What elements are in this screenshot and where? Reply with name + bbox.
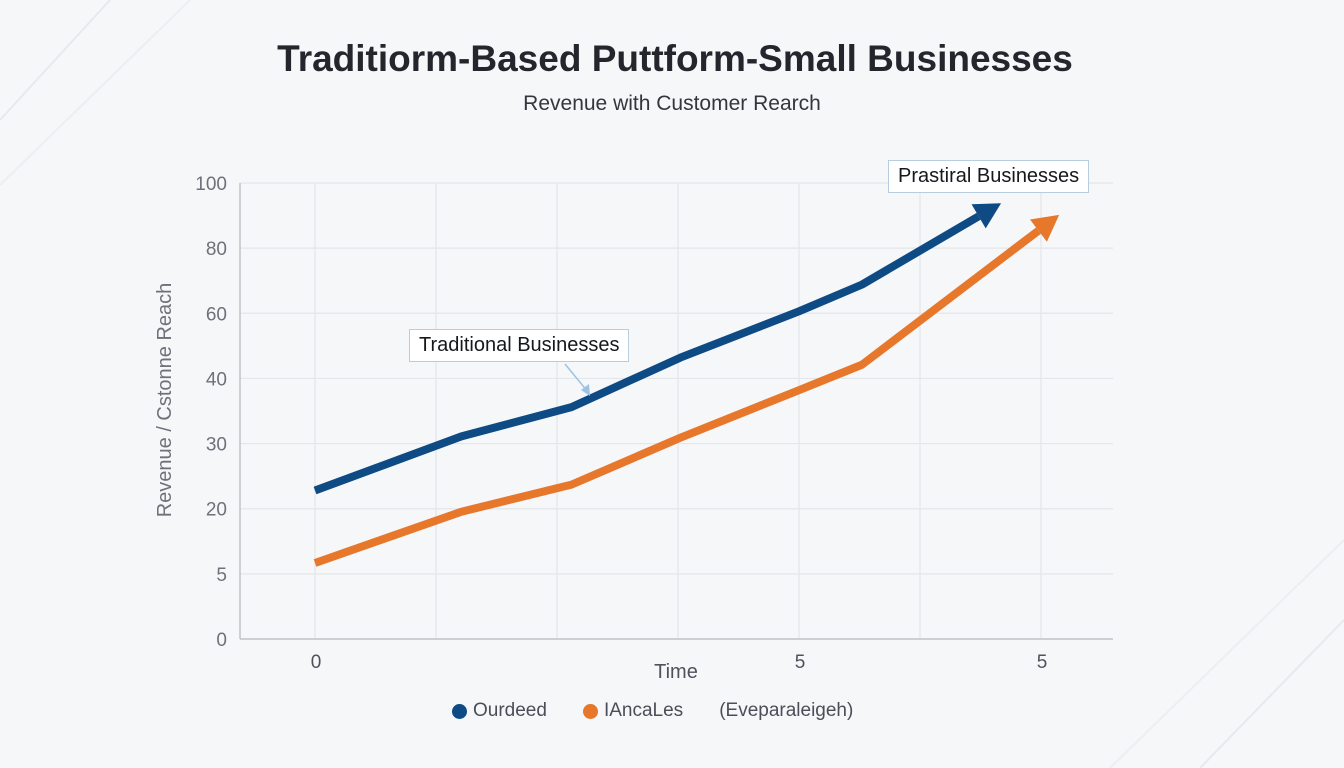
y-axis-label: Revenue / Cstonne Reach <box>154 283 176 518</box>
y-tick-label: 100 <box>195 174 227 195</box>
legend-item: (Eveparaleigeh) <box>719 700 853 722</box>
legend-dot-blue <box>452 703 467 719</box>
y-tick-label: 20 <box>206 500 227 521</box>
x-tick-label: 5 <box>1037 652 1048 673</box>
y-tick-label: 80 <box>206 239 227 260</box>
legend-label: (Eveparaleigeh) <box>719 700 854 721</box>
x-tick-label: 0 <box>311 652 322 673</box>
series-line-1 <box>313 227 1041 567</box>
legend-label: IAncaLes <box>603 700 684 721</box>
legend-dot-orange <box>582 703 598 719</box>
y-tick-label: 60 <box>206 304 227 325</box>
annotation-prastiral: Prastiral Businesses <box>888 160 1090 193</box>
legend-item: Ourdeed <box>452 700 547 722</box>
x-axis-label: Time <box>654 661 698 683</box>
annotation-traditional: Traditional Businesses <box>409 329 630 362</box>
y-tick-label: 0 <box>216 630 227 651</box>
y-tick-label: 5 <box>216 565 227 586</box>
chart-title: Traditiorm-Based Puttform-Small Business… <box>277 38 1073 79</box>
legend: Ourdeed IAncaLes (Eveparaleigeh) <box>452 700 889 722</box>
x-tick-label: 5 <box>795 652 806 673</box>
y-tick-label: 40 <box>206 369 227 390</box>
annotation-arrowhead <box>581 384 590 396</box>
series-arrowhead-1 <box>1029 214 1060 242</box>
legend-item: IAncaLes <box>582 700 684 722</box>
series-arrowhead-0 <box>971 203 1002 229</box>
y-tick-label: 30 <box>206 435 227 456</box>
chart-subtitle: Revenue with Customer Rearch <box>523 92 821 115</box>
legend-label: Ourdeed <box>473 700 547 721</box>
annotation-arrow <box>564 363 589 393</box>
